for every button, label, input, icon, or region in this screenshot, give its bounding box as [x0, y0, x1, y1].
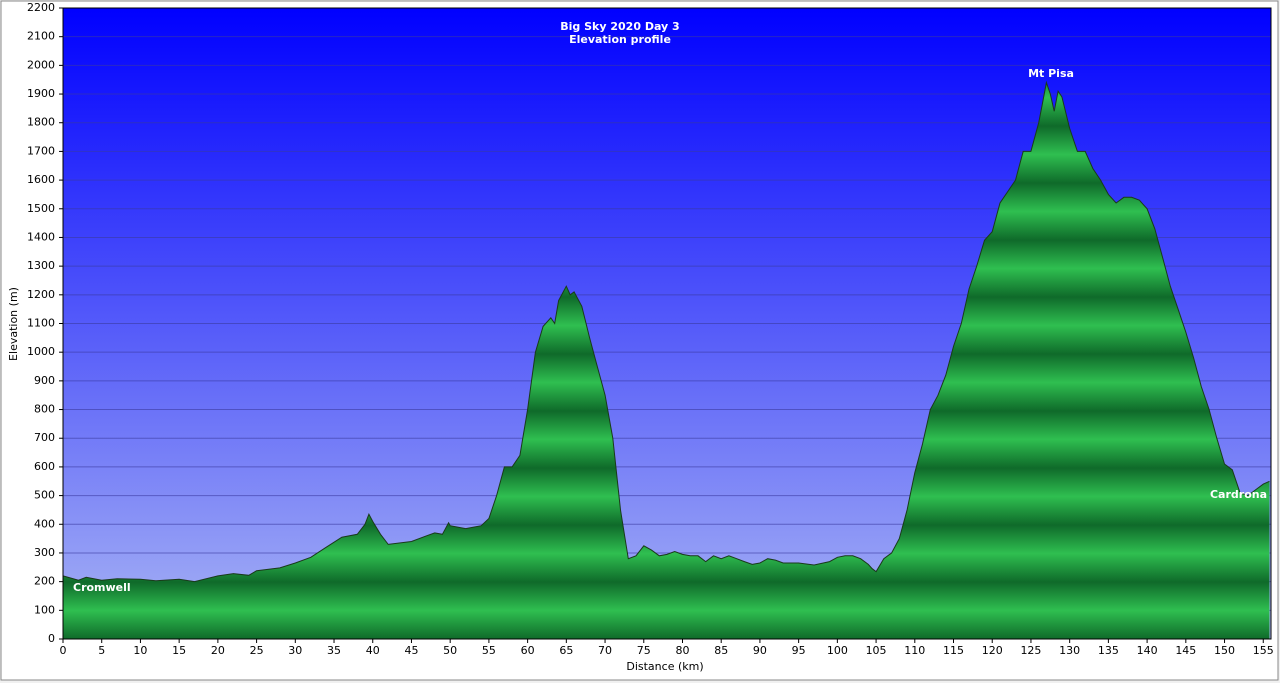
y-tick-label: 1700: [27, 144, 55, 157]
x-tick-label: 150: [1214, 644, 1235, 657]
x-tick-label: 35: [327, 644, 341, 657]
y-tick-label: 400: [34, 517, 55, 530]
x-tick-label: 80: [675, 644, 689, 657]
y-tick-label: 1600: [27, 173, 55, 186]
x-tick-label: 5: [98, 644, 105, 657]
x-axis-label: Distance (km): [626, 660, 703, 673]
x-tick-label: 10: [133, 644, 147, 657]
x-tick-label: 105: [866, 644, 887, 657]
y-tick-label: 0: [48, 632, 55, 645]
x-tick-label: 40: [366, 644, 380, 657]
x-tick-label: 30: [288, 644, 302, 657]
y-tick-label: 100: [34, 603, 55, 616]
y-tick-label: 1100: [27, 317, 55, 330]
x-tick-label: 95: [792, 644, 806, 657]
x-tick-label: 0: [60, 644, 67, 657]
x-tick-label: 20: [211, 644, 225, 657]
y-tick-label: 1900: [27, 87, 55, 100]
y-tick-label: 300: [34, 546, 55, 559]
x-tick-label: 140: [1137, 644, 1158, 657]
x-tick-label: 15: [172, 644, 186, 657]
area-fill: [63, 82, 1270, 640]
y-tick-label: 1000: [27, 345, 55, 358]
x-tick-label: 45: [404, 644, 418, 657]
chart-title: Big Sky 2020 Day 3: [560, 20, 679, 33]
y-tick-label: 2000: [27, 58, 55, 71]
x-tick-label: 145: [1175, 644, 1196, 657]
y-tick-label: 1400: [27, 230, 55, 243]
x-tick-label: 70: [598, 644, 612, 657]
x-tick-label: 55: [482, 644, 496, 657]
x-tick-label: 85: [714, 644, 728, 657]
y-tick-label: 500: [34, 489, 55, 502]
x-tick-label: 155: [1253, 644, 1274, 657]
y-tick-label: 200: [34, 575, 55, 588]
y-tick-label: 800: [34, 403, 55, 416]
x-tick-label: 110: [904, 644, 925, 657]
chart-subtitle: Elevation profile: [569, 33, 671, 46]
annotation: Cardrona: [1210, 488, 1267, 501]
y-tick-label: 1300: [27, 259, 55, 272]
x-tick-label: 90: [753, 644, 767, 657]
x-tick-label: 100: [827, 644, 848, 657]
x-tick-label: 130: [1059, 644, 1080, 657]
x-tick-label: 120: [982, 644, 1003, 657]
area-line: [62, 80, 1270, 583]
y-axis-label: Elevation (m): [7, 287, 20, 361]
x-tick-label: 115: [943, 644, 964, 657]
y-tick-label: 1500: [27, 202, 55, 215]
y-tick-label: 700: [34, 431, 55, 444]
y-tick-label: 1200: [27, 288, 55, 301]
annotation: Mt Pisa: [1028, 67, 1074, 80]
y-tick-label: 2100: [27, 30, 55, 43]
y-tick-label: 2200: [27, 1, 55, 14]
annotation: Cromwell: [73, 581, 131, 594]
x-tick-label: 65: [559, 644, 573, 657]
x-tick-label: 135: [1098, 644, 1119, 657]
x-tick-label: 25: [250, 644, 264, 657]
y-tick-label: 600: [34, 460, 55, 473]
y-tick-label: 900: [34, 374, 55, 387]
x-tick-label: 75: [637, 644, 651, 657]
x-tick-label: 125: [1020, 644, 1041, 657]
y-tick-label: 1800: [27, 116, 55, 129]
x-tick-label: 50: [443, 644, 457, 657]
x-tick-label: 60: [521, 644, 535, 657]
